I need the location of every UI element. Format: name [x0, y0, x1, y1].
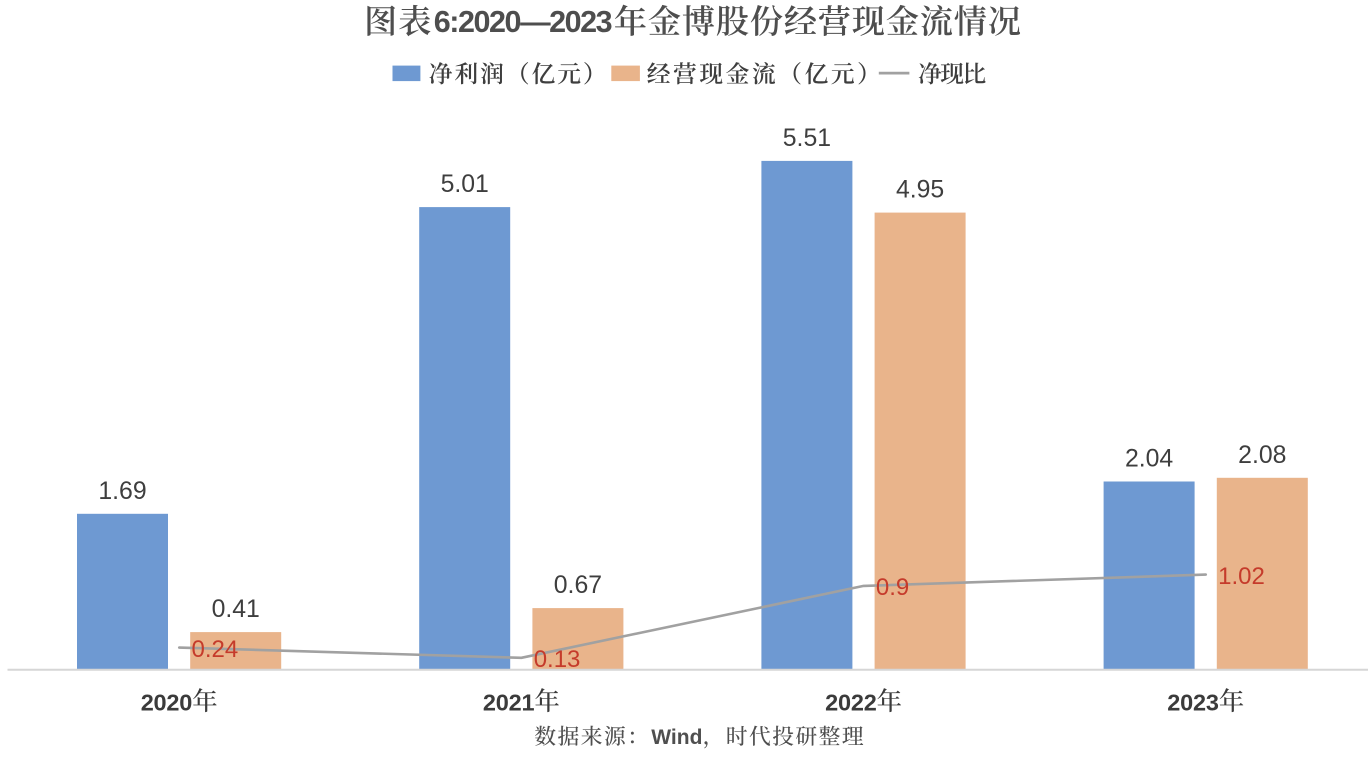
svg-text:1.02: 1.02 — [1218, 563, 1265, 590]
svg-text:2020: 2020 — [141, 689, 193, 715]
svg-text:2021: 2021 — [483, 689, 535, 715]
svg-text:Wind: Wind — [651, 726, 702, 749]
svg-text:2.08: 2.08 — [1238, 442, 1286, 469]
svg-text:0.24: 0.24 — [192, 636, 239, 663]
svg-text:2023: 2023 — [1167, 689, 1219, 715]
svg-text:0.67: 0.67 — [554, 572, 602, 599]
svg-text:0.9: 0.9 — [876, 574, 909, 601]
svg-text:1.69: 1.69 — [98, 478, 146, 505]
svg-text:0.13: 0.13 — [534, 646, 581, 673]
svg-text:5.51: 5.51 — [783, 125, 831, 152]
svg-text:2022: 2022 — [825, 689, 877, 715]
svg-text:6:2020—2023: 6:2020—2023 — [434, 5, 612, 39]
svg-text:2.04: 2.04 — [1125, 446, 1173, 473]
svg-text:5.01: 5.01 — [441, 171, 489, 198]
svg-text:4.95: 4.95 — [896, 177, 944, 204]
svg-text:0.41: 0.41 — [212, 596, 260, 623]
